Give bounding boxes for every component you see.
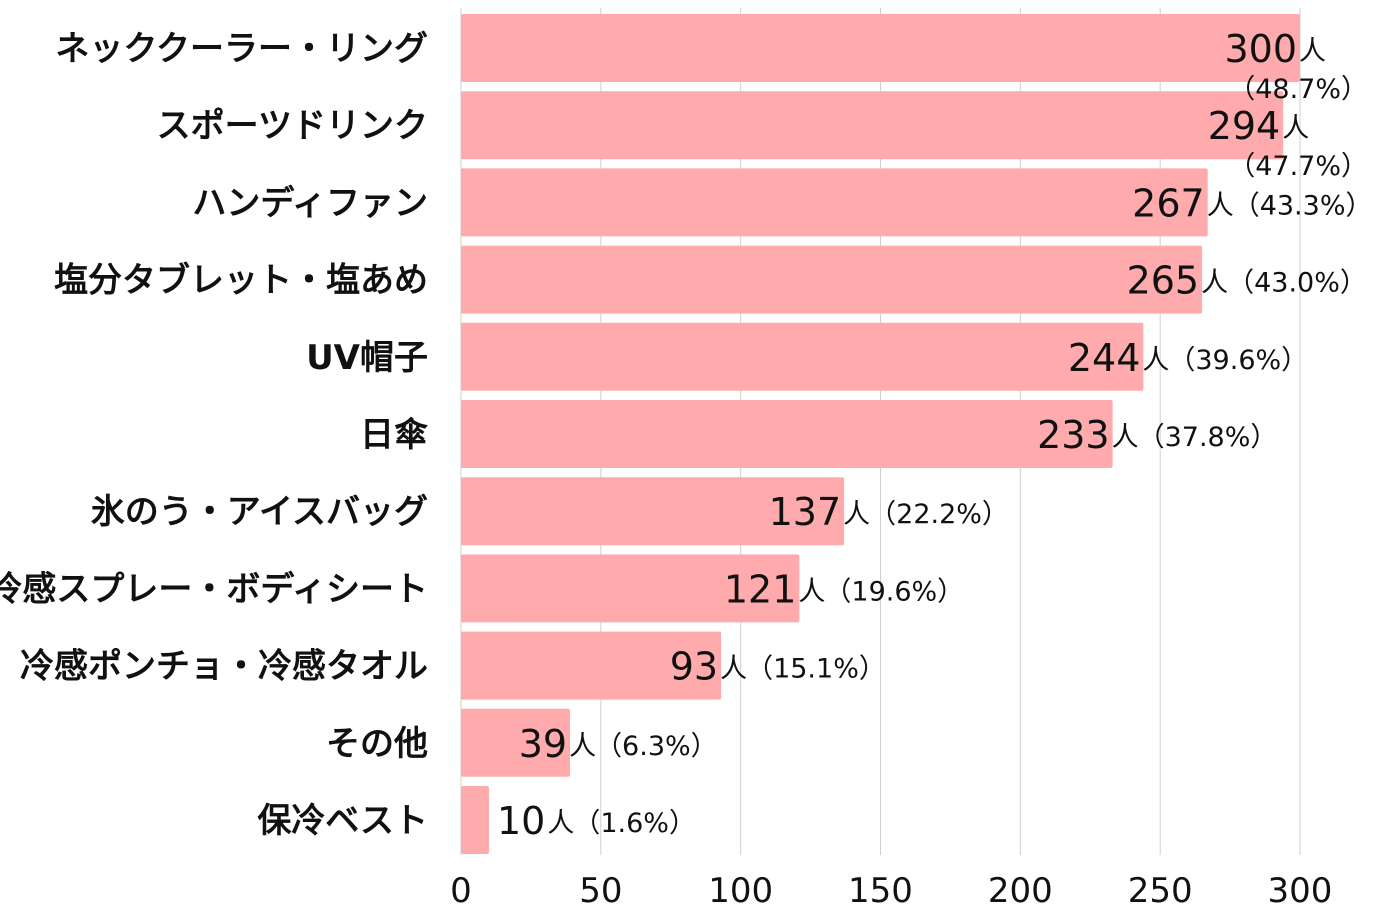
value-number: 93 [670,645,718,689]
value-unit: 人 [720,654,747,685]
value-percent: （48.7%） [1228,74,1368,105]
value-number: 121 [724,567,797,611]
category-label: 冷感スプレー・ボディシート [0,569,428,609]
value-label-group: 300 人 （48.7%） [1224,27,1368,105]
value-unit: 人 [798,576,825,607]
value-percent: （22.2%） [869,499,1009,530]
value-percent: （37.8%） [1138,422,1278,453]
value-number: 267 [1132,181,1205,225]
bar [461,708,571,777]
bar [461,14,1300,82]
x-tick-label: 150 [848,871,913,911]
value-unit: 人 [1201,268,1228,299]
value-unit: 人 [1207,190,1234,221]
bar [461,168,1208,237]
bars [461,14,1300,854]
bar [461,91,1284,160]
value-number: 294 [1208,104,1281,148]
bar [461,477,845,546]
value-label-group: 294 人 （47.7%） [1208,104,1368,182]
bar [461,554,800,623]
x-tick-label: 250 [1128,871,1193,911]
value-label-group: 267 人（43.3%） [1132,181,1372,225]
value-number: 265 [1127,259,1200,303]
value-number: 233 [1037,413,1110,457]
value-number: 300 [1224,27,1297,71]
value-label-group: 121 人（19.6%） [724,567,964,611]
bar [461,322,1144,391]
value-percent: （43.0%） [1227,268,1367,299]
category-label: その他 [326,724,428,764]
value-percent: （15.1%） [746,654,886,685]
value-label-group: 10 人（1.6%） [497,799,696,843]
value-percent: （6.3%） [595,731,718,762]
bar [461,631,722,700]
x-tick-label: 300 [1268,871,1333,911]
value-label-group: 233 人（37.8%） [1037,413,1277,457]
value-label-group: 244 人（39.6%） [1068,336,1308,380]
bar [461,245,1203,314]
value-number: 10 [497,799,545,843]
category-label: 日傘 [360,415,428,455]
value-percent: （1.6%） [573,808,696,839]
category-label: ネッククーラー・リング [55,29,428,69]
value-unit: 人 [569,731,596,762]
x-tick-label: 200 [988,871,1053,911]
category-label: 塩分タブレット・塩あめ [54,261,428,301]
value-percent: （43.3%） [1233,190,1373,221]
value-labels: 300 人（48.7%）294 人（47.7%）267 人（43.3%）265 人（43… [497,27,1372,843]
value-label-group: 93 人（15.1%） [670,645,886,689]
value-unit: 人 [843,499,870,530]
value-number: 39 [519,722,567,766]
x-axis-ticks: 0 50 100 150 200 250 300 [450,871,1332,911]
value-label-group: 265 人（43.0%） [1127,259,1367,303]
value-unit: 人 [547,808,574,839]
x-tick-label: 50 [579,871,622,911]
value-percent: （39.6%） [1168,345,1308,376]
x-tick-label: 100 [708,871,773,911]
bar [461,786,489,854]
category-label: 氷のう・アイスバッグ [91,492,428,532]
category-label: 冷感ポンチョ・冷感タオル [20,647,428,687]
value-unit: 人 [1282,113,1309,144]
value-label-group: 39 人（6.3%） [519,722,718,766]
value-unit: 人 [1299,36,1326,67]
category-label: ハンディファン [192,183,428,223]
category-label: UV帽子 [306,338,428,378]
bar [461,400,1113,468]
value-unit: 人 [1112,422,1139,453]
value-unit: 人 [1142,345,1169,376]
value-number: 137 [769,490,842,534]
x-tick-label: 0 [450,871,472,911]
value-percent: （47.7%） [1228,151,1368,182]
category-label: 保冷ベスト [257,801,428,841]
value-label-group: 137 人（22.2%） [769,490,1009,534]
category-label: スポーツドリンク [157,106,428,146]
value-percent: （19.6%） [824,576,964,607]
value-number: 244 [1068,336,1141,380]
